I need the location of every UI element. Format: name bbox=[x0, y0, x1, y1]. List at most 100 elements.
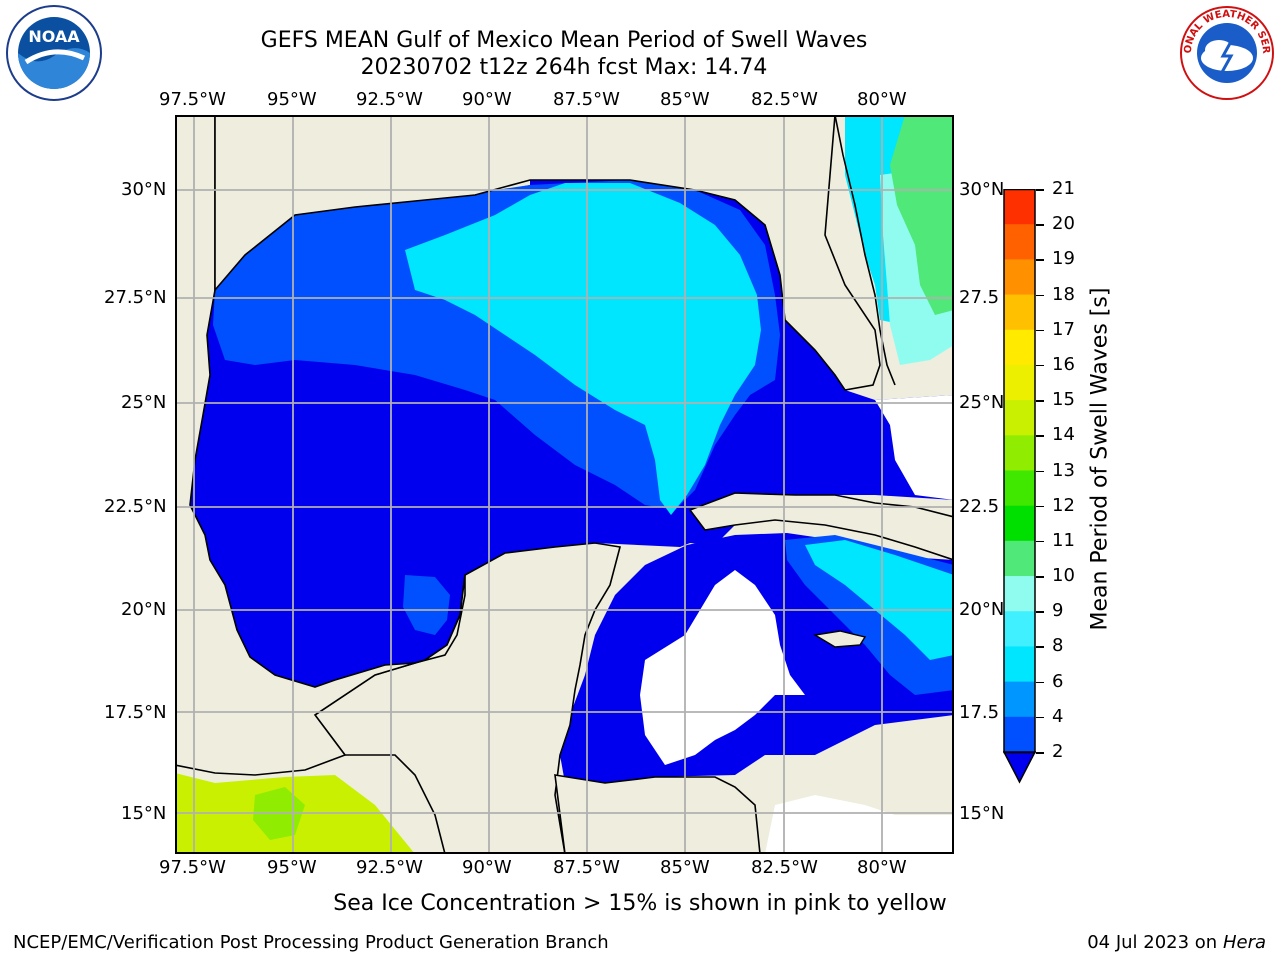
colorbar-bin bbox=[1004, 646, 1035, 683]
colorbar-bin bbox=[1004, 294, 1035, 331]
colorbar-bin bbox=[1004, 611, 1035, 647]
colorbar-tick-label: 15 bbox=[1052, 389, 1075, 411]
nodata-caribbean-2 bbox=[875, 395, 954, 500]
colorbar-frame bbox=[1003, 188, 1036, 754]
colorbar-tick-mark bbox=[1036, 189, 1044, 191]
colorbar-tick-label: 13 bbox=[1052, 459, 1075, 481]
lat-label-left: 22.5°N bbox=[104, 496, 167, 517]
swell-band-8-10 bbox=[890, 115, 954, 315]
lat-label-left: 25°N bbox=[121, 392, 167, 413]
lon-label-top: 97.5°W bbox=[159, 89, 226, 110]
colorbar-tick-label: 2 bbox=[1052, 741, 1064, 762]
colorbar-tick-mark bbox=[1036, 294, 1044, 297]
lon-label-top: 80°W bbox=[857, 89, 907, 110]
lon-label-bottom: 85°W bbox=[660, 857, 710, 878]
colorbar-tick-mark bbox=[1036, 329, 1044, 332]
colorbar-tick-mark bbox=[1036, 470, 1044, 472]
lat-label-left: 20°N bbox=[121, 599, 167, 620]
colorbar-tick-label: 17 bbox=[1052, 318, 1075, 340]
colorbar-tick-mark bbox=[1036, 400, 1044, 402]
lon-label-bottom: 95°W bbox=[267, 857, 317, 878]
colorbar-bin bbox=[1004, 576, 1035, 612]
colorbar bbox=[1002, 188, 1037, 784]
lat-label-left: 15°N bbox=[121, 803, 167, 824]
nodata-caribbean-1 bbox=[640, 570, 805, 765]
colorbar-tick-label: 8 bbox=[1052, 635, 1064, 657]
lon-label-bottom: 92.5°W bbox=[356, 857, 423, 878]
colorbar-tick-label: 6 bbox=[1052, 670, 1064, 692]
lat-label-right: 30°N bbox=[959, 179, 1005, 200]
colorbar-tick-label: 10 bbox=[1052, 565, 1075, 587]
lon-label-bottom: 90°W bbox=[462, 857, 512, 878]
footer-date-text: 04 Jul 2023 on bbox=[1087, 932, 1223, 953]
colorbar-tick-label: 4 bbox=[1052, 705, 1064, 727]
florida-east-coast bbox=[834, 115, 896, 386]
lat-label-right: 20°N bbox=[959, 599, 1005, 620]
colorbar-bin bbox=[1004, 540, 1035, 577]
lon-label-bottom: 80°W bbox=[857, 857, 907, 878]
lon-label-top: 82.5°W bbox=[751, 89, 818, 110]
swell-band-4-6-caribbean bbox=[805, 540, 954, 660]
colorbar-tick-mark bbox=[1036, 716, 1044, 719]
us-gulf-coast bbox=[175, 115, 881, 391]
colorbar-bin bbox=[1004, 259, 1035, 296]
map-frame bbox=[175, 115, 954, 854]
colorbar-tick-mark bbox=[1036, 752, 1044, 754]
footer-date: 04 Jul 2023 on Hera bbox=[1087, 932, 1266, 953]
colorbar-tick-label: 14 bbox=[1052, 424, 1075, 446]
colorbar-svg bbox=[1002, 188, 1037, 784]
graticule bbox=[175, 115, 954, 854]
colorbar-bin bbox=[1004, 364, 1035, 401]
colorbar-label: Mean Period of Swell Waves [s] bbox=[1087, 287, 1113, 631]
colorbar-bin bbox=[1004, 716, 1035, 753]
lat-label-left: 30°N bbox=[121, 179, 167, 200]
swell-band-2-4-patch bbox=[403, 575, 450, 635]
mexico-west-coast bbox=[175, 115, 466, 776]
colorbar-tick-label: 12 bbox=[1052, 494, 1075, 516]
lon-label-top: 95°W bbox=[267, 89, 317, 110]
colorbar-tick-mark bbox=[1036, 224, 1044, 226]
footer-credit: NCEP/EMC/Verification Post Processing Pr… bbox=[13, 932, 609, 953]
nodata-caribbean-3 bbox=[765, 795, 954, 854]
chart-title: GEFS MEAN Gulf of Mexico Mean Period of … bbox=[260, 28, 868, 53]
colorbar-under-triangle bbox=[1002, 751, 1037, 784]
colorbar-bin bbox=[1004, 189, 1035, 225]
colorbar-tick-mark bbox=[1036, 646, 1044, 648]
colorbar-tick-mark bbox=[1036, 259, 1044, 261]
lon-label-top: 87.5°W bbox=[553, 89, 620, 110]
colorbar-bin bbox=[1004, 470, 1035, 507]
colorbar-tick-label: 20 bbox=[1052, 213, 1075, 235]
lat-label-right: 17.5 bbox=[959, 702, 1000, 723]
colorbar-bin bbox=[1004, 681, 1035, 718]
lat-label-right: 27.5 bbox=[959, 287, 1000, 308]
colorbar-tick-mark bbox=[1036, 435, 1044, 437]
lat-label-left: 27.5°N bbox=[104, 287, 167, 308]
jamaica-island bbox=[812, 630, 867, 648]
lon-label-bottom: 97.5°W bbox=[159, 857, 226, 878]
lon-label-bottom: 87.5°W bbox=[553, 857, 620, 878]
sea-ice-note: Sea Ice Concentration > 15% is shown in … bbox=[333, 891, 947, 916]
colorbar-bin bbox=[1004, 224, 1035, 260]
colorbar-tick-label: 9 bbox=[1052, 600, 1064, 622]
colorbar-bin bbox=[1004, 400, 1035, 436]
colorbar-tick-mark bbox=[1036, 364, 1044, 367]
colorbar-tick-mark bbox=[1036, 611, 1044, 613]
svg-text:NOAA: NOAA bbox=[28, 27, 80, 46]
colorbar-tick-label: 18 bbox=[1052, 283, 1075, 305]
lat-label-right: 25°N bbox=[959, 392, 1005, 413]
map-svg bbox=[175, 115, 954, 854]
map-panel bbox=[175, 115, 954, 854]
lon-label-top: 90°W bbox=[462, 89, 512, 110]
colorbar-tick-mark bbox=[1036, 540, 1044, 543]
chart-subtitle: 20230702 t12z 264h fcst Max: 14.74 bbox=[360, 55, 768, 80]
lon-label-top: 85°W bbox=[660, 89, 710, 110]
colorbar-tick-label: 19 bbox=[1052, 248, 1075, 270]
colorbar-bin bbox=[1004, 435, 1035, 471]
colorbar-bin bbox=[1004, 505, 1035, 542]
colorbar-tick-label: 21 bbox=[1052, 178, 1075, 199]
colorbar-tick-mark bbox=[1036, 505, 1044, 508]
noaa-logo: NOAA bbox=[4, 4, 104, 102]
lon-label-top: 92.5°W bbox=[356, 89, 423, 110]
footer-host: Hera bbox=[1222, 932, 1266, 953]
swell-band-4-6 bbox=[405, 183, 761, 515]
